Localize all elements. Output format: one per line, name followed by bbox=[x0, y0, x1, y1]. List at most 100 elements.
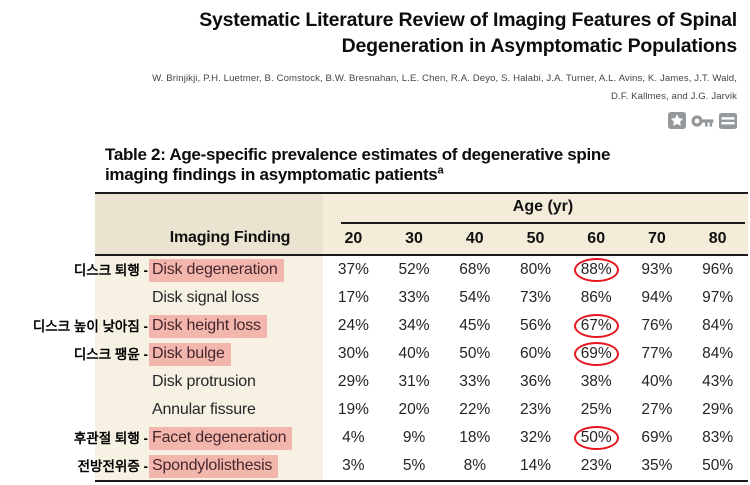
value-cell: 84% bbox=[702, 345, 734, 362]
value-cell: 88% bbox=[566, 256, 627, 284]
value-cell: 9% bbox=[402, 429, 426, 446]
korean-annotation-disk-height-loss: 디스크 높이 낮아짐 - bbox=[32, 318, 148, 334]
value-cell: 96% bbox=[702, 261, 734, 278]
value-cell: 18% bbox=[459, 429, 491, 446]
value-cell: 69% bbox=[566, 340, 627, 368]
value-cell: 77% bbox=[641, 345, 673, 362]
value-cell: 40% bbox=[398, 345, 430, 362]
value-cell: 52% bbox=[398, 261, 430, 278]
korean-annotation-spondylolisthesis: 전방전위증 - bbox=[77, 458, 148, 474]
value-cell: 76% bbox=[641, 317, 673, 334]
value-cell: 80% bbox=[519, 261, 551, 278]
table-row: Disk bulge 30% 40% 50% 60% 69% 77% 84% bbox=[95, 340, 748, 368]
value-cell: 31% bbox=[398, 373, 430, 390]
age-col-80: 80 bbox=[708, 230, 727, 247]
korean-annotation-facet-degeneration: 후관절 퇴행 - bbox=[73, 430, 148, 446]
table-row: Disk protrusion 29% 31% 33% 36% 38% 40% … bbox=[95, 368, 748, 396]
value-cell: 86% bbox=[580, 289, 612, 306]
age-group-header: Age (yr) bbox=[512, 198, 574, 215]
table-row: Annular fissure 19% 20% 22% 23% 25% 27% … bbox=[95, 396, 748, 424]
value-cell: 29% bbox=[337, 373, 369, 390]
value-cell: 97% bbox=[702, 289, 734, 306]
author-list: W. Brinjikji, P.H. Luetmer, B. Comstock,… bbox=[152, 70, 737, 105]
value-cell: 50% bbox=[566, 424, 627, 452]
row-label: Disk signal loss bbox=[152, 289, 260, 306]
age-col-20: 20 bbox=[344, 230, 363, 247]
value-cell: 27% bbox=[641, 401, 673, 418]
value-cell: 17% bbox=[337, 289, 369, 306]
article-title: Systematic Literature Review of Imaging … bbox=[199, 7, 737, 59]
star-badge-icon bbox=[668, 112, 686, 129]
value-cell: 33% bbox=[398, 289, 430, 306]
value-cell: 38% bbox=[580, 373, 612, 390]
row-label-highlighted: Disk height loss bbox=[149, 314, 267, 338]
table-caption-line1: Table 2: Age-specific prevalence estimat… bbox=[105, 145, 611, 164]
age-col-30: 30 bbox=[405, 230, 423, 247]
table-caption: Table 2: Age-specific prevalence estimat… bbox=[105, 145, 610, 184]
key-icon bbox=[691, 113, 714, 129]
value-cell: 33% bbox=[459, 373, 491, 390]
row-label: Annular fissure bbox=[152, 401, 256, 418]
list-icon bbox=[719, 112, 737, 129]
value-cell: 24% bbox=[337, 317, 369, 334]
table-row: Disk degeneration 37% 52% 68% 80% 88% 93… bbox=[95, 256, 748, 284]
red-circle-annotation: 50% bbox=[573, 426, 619, 450]
value-cell: 60% bbox=[519, 345, 551, 362]
table-caption-line2: imaging findings in asymptomatic patient… bbox=[105, 163, 444, 184]
value-cell: 67% bbox=[566, 312, 627, 340]
author-line2: D.F. Kallmes, and J.G. Jarvik bbox=[610, 90, 737, 102]
article-title-line1: Systematic Literature Review of Imaging … bbox=[199, 9, 737, 31]
row-label-highlighted: Disk bulge bbox=[149, 342, 231, 366]
value-cell: 73% bbox=[519, 289, 551, 306]
age-col-50: 50 bbox=[526, 230, 545, 247]
value-cell: 43% bbox=[702, 373, 734, 390]
age-col-60: 60 bbox=[587, 230, 606, 247]
value-cell: 50% bbox=[702, 457, 734, 474]
author-line1: W. Brinjikji, P.H. Luetmer, B. Comstock,… bbox=[152, 73, 737, 84]
article-title-line2: Degeneration in Asymptomatic Populations bbox=[341, 35, 738, 57]
table-row: Disk signal loss 17% 33% 54% 73% 86% 94%… bbox=[95, 284, 748, 312]
value-cell: 5% bbox=[402, 457, 426, 474]
table-row: Spondylolisthesis 3% 5% 8% 14% 23% 35% 5… bbox=[95, 452, 748, 480]
value-cell: 50% bbox=[459, 345, 491, 362]
value-cell: 23% bbox=[519, 401, 551, 418]
value-cell: 8% bbox=[463, 457, 486, 474]
value-cell: 40% bbox=[641, 373, 673, 390]
age-col-70: 70 bbox=[648, 230, 666, 247]
value-cell: 83% bbox=[702, 429, 734, 446]
value-cell: 56% bbox=[519, 317, 551, 334]
korean-annotation-disk-degeneration: 디스크 퇴행 - bbox=[73, 262, 148, 278]
table-header: Imaging Finding Age (yr) 20 30 40 50 60 … bbox=[95, 192, 748, 256]
red-circle-annotation: 88% bbox=[573, 258, 619, 282]
value-cell: 37% bbox=[337, 261, 369, 278]
table-caption-footnote-mark: a bbox=[437, 163, 444, 176]
value-cell: 54% bbox=[459, 289, 491, 306]
value-cell: 22% bbox=[459, 401, 491, 418]
row-label: Disk protrusion bbox=[152, 373, 256, 390]
value-cell: 14% bbox=[519, 457, 551, 474]
value-cell: 30% bbox=[337, 345, 369, 362]
prevalence-table: Imaging Finding Age (yr) 20 30 40 50 60 … bbox=[95, 192, 748, 482]
value-cell: 23% bbox=[580, 457, 612, 474]
value-cell: 35% bbox=[641, 457, 673, 474]
red-circle-annotation: 67% bbox=[573, 314, 619, 338]
value-cell: 20% bbox=[398, 401, 430, 418]
value-cell: 3% bbox=[342, 457, 365, 474]
age-col-40: 40 bbox=[465, 230, 484, 247]
red-circle-annotation: 69% bbox=[573, 342, 619, 366]
value-cell: 45% bbox=[459, 317, 491, 334]
value-cell: 69% bbox=[641, 429, 673, 446]
table-body: Disk degeneration 37% 52% 68% 80% 88% 93… bbox=[95, 256, 748, 482]
age-group-underline bbox=[341, 222, 745, 224]
value-cell: 68% bbox=[459, 261, 491, 278]
imaging-finding-header: Imaging Finding bbox=[95, 194, 323, 254]
value-cell: 32% bbox=[519, 429, 551, 446]
korean-annotation-disk-bulge: 디스크 팽윤 - bbox=[73, 346, 148, 362]
value-cell: 93% bbox=[641, 261, 673, 278]
value-cell: 34% bbox=[398, 317, 430, 334]
table-row: Facet degeneration 4% 9% 18% 32% 50% 69%… bbox=[95, 424, 748, 452]
value-cell: 19% bbox=[337, 401, 369, 418]
value-cell: 94% bbox=[641, 289, 673, 306]
table-row: Disk height loss 24% 34% 45% 56% 67% 76%… bbox=[95, 312, 748, 340]
row-label-highlighted: Facet degeneration bbox=[149, 426, 293, 450]
